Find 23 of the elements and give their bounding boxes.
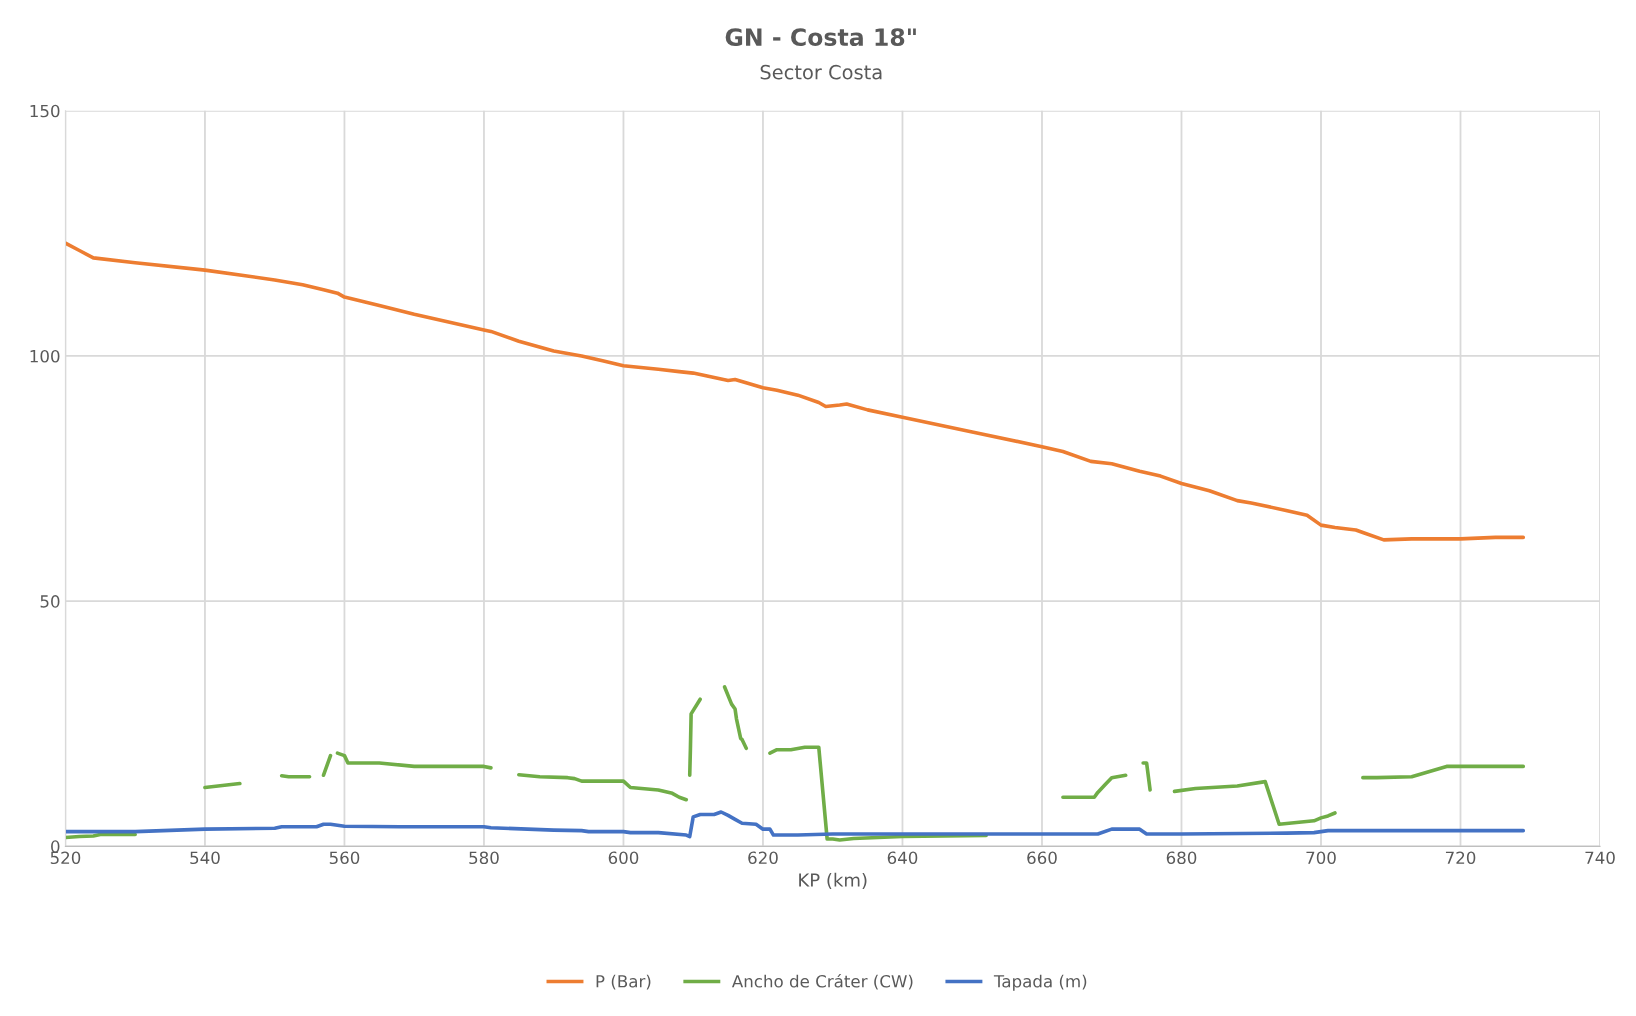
x-tick-label: 620 <box>748 851 778 865</box>
x-tick-label: 680 <box>1166 851 1197 865</box>
x-tick-label: 740 <box>1585 851 1615 865</box>
x-axis-title: KP (km) <box>799 872 867 889</box>
line-series <box>65 241 1526 542</box>
x-tick-label: 640 <box>887 851 918 865</box>
legend-label: P (Bar) <box>596 974 651 990</box>
x-tick-label: 560 <box>329 851 360 865</box>
y-tick-label: 50 <box>40 595 60 608</box>
y-tick-label: 100 <box>30 349 60 363</box>
chart-subtitle: Sector Costa <box>760 64 882 80</box>
x-tick-label: 660 <box>1027 851 1057 865</box>
x-tick-label: 540 <box>190 851 220 865</box>
line-series <box>65 810 1526 839</box>
x-tick-label: 720 <box>1445 851 1476 865</box>
x-tick-label: 580 <box>469 851 499 865</box>
chart-title: GN - Costa 18" <box>725 28 916 47</box>
x-tick-label: 600 <box>608 851 639 865</box>
legend-label: Tapada (m) <box>993 974 1087 991</box>
x-tick-label: 700 <box>1306 851 1336 865</box>
legend-label: Ancho de Cráter (CW) <box>731 974 913 990</box>
y-tick-label: 150 <box>30 104 60 118</box>
x-tick-label: 520 <box>50 851 81 865</box>
